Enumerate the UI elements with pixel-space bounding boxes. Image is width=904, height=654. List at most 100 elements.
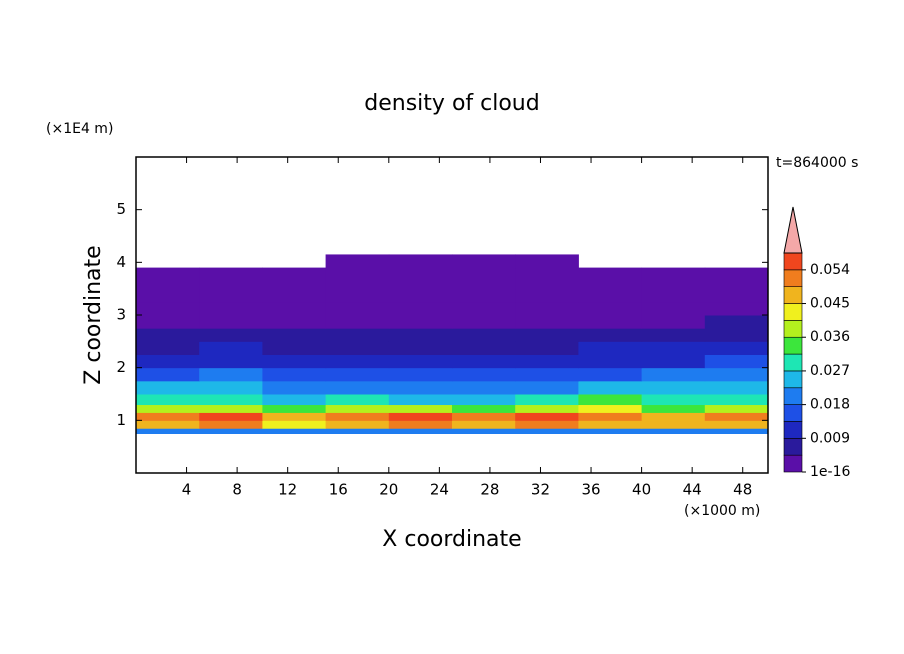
heatmap-cell <box>388 301 453 316</box>
heatmap-cell <box>515 380 579 395</box>
heatmap-cell <box>199 288 263 303</box>
heatmap-cell <box>578 380 643 395</box>
colorbar-band <box>783 353 803 372</box>
heatmap-cell <box>704 275 769 290</box>
heatmap-cell <box>199 367 263 382</box>
heatmap-cell <box>704 341 769 355</box>
heatmap-cell <box>199 394 263 406</box>
heatmap-cell <box>199 315 263 329</box>
colorbar-band <box>783 454 803 473</box>
heatmap-cell <box>578 354 643 369</box>
heatmap-cell <box>704 420 769 429</box>
colorbar-tick-label: 0.027 <box>810 363 850 379</box>
heatmap-cell <box>388 404 453 413</box>
y-axis-label: Z coordinate <box>81 245 106 384</box>
x-tick-label: 44 <box>683 481 702 499</box>
heatmap-cell <box>136 315 200 329</box>
chart-title: density of cloud <box>364 91 539 116</box>
heatmap-cell <box>136 394 200 406</box>
colorbar-band <box>783 269 803 287</box>
heatmap-cell <box>452 275 516 290</box>
y-tick-label: 3 <box>116 306 126 324</box>
heatmap-cell <box>641 275 706 290</box>
heatmap-cell <box>515 267 579 276</box>
heatmap-cell <box>641 367 706 382</box>
heatmap-cell <box>515 254 579 269</box>
heatmap-cell <box>136 267 200 276</box>
heatmap-cell <box>578 412 643 421</box>
heatmap-cell <box>704 428 769 434</box>
heatmap-cell <box>136 275 200 290</box>
heatmap-cell <box>452 420 516 429</box>
heatmap-cell <box>452 412 516 421</box>
x-tick-label: 36 <box>581 481 600 499</box>
heatmap-cell <box>136 328 200 342</box>
heatmap-cell <box>136 428 200 434</box>
heatmap-cell <box>325 315 390 329</box>
heatmap-cell <box>578 288 643 303</box>
heatmap-cell <box>388 328 453 342</box>
colorbar-band <box>783 303 803 321</box>
heatmap-cell <box>515 412 579 421</box>
colorbar-band <box>783 438 803 456</box>
heatmap-cell <box>199 354 263 369</box>
x-tick-label: 24 <box>430 481 449 499</box>
heatmap-cell <box>325 404 390 413</box>
heatmap-cell <box>136 354 200 369</box>
heatmap-cell <box>641 328 706 342</box>
x-axis-label: X coordinate <box>382 527 521 552</box>
heatmap-cell <box>641 267 706 276</box>
heatmap-cell <box>262 428 327 434</box>
heatmap-cell <box>388 412 453 421</box>
heatmap-cell <box>136 341 200 355</box>
y-tick-label: 4 <box>116 253 126 271</box>
colorbar-band <box>783 370 803 389</box>
heatmap-cell <box>515 288 579 303</box>
y-tick-label: 5 <box>116 200 126 218</box>
x-tick-label: 8 <box>232 481 242 499</box>
heatmap-cell <box>578 267 643 276</box>
heatmap-cell <box>136 380 200 395</box>
colorbar-tick-label: 0.036 <box>810 329 850 345</box>
heatmap-cell <box>325 354 390 369</box>
heatmap-cell <box>452 315 516 329</box>
heatmap-cell <box>262 328 327 342</box>
heatmap-cell <box>515 367 579 382</box>
heatmap-cell <box>515 404 579 413</box>
heatmap-cell <box>199 380 263 395</box>
heatmap-cell <box>199 420 263 429</box>
heatmap-cell <box>704 354 769 369</box>
heatmap-cell <box>578 420 643 429</box>
heatmap-cell <box>262 288 327 303</box>
x-tick-label: 4 <box>182 481 192 499</box>
x-tick-label: 48 <box>733 481 752 499</box>
heatmap-cell <box>262 275 327 290</box>
heatmap-cell <box>136 367 200 382</box>
heatmap-cell <box>262 367 327 382</box>
heatmap-cell <box>515 394 579 406</box>
x-tick-label: 16 <box>329 481 348 499</box>
heatmap-cell <box>262 354 327 369</box>
heatmap-cell <box>262 380 327 395</box>
heatmap-cell <box>578 301 643 316</box>
heatmap-cell <box>325 420 390 429</box>
colorbar-tick-label: 0.018 <box>810 397 850 413</box>
x-tick-label: 40 <box>632 481 651 499</box>
heatmap-cell <box>578 367 643 382</box>
heatmap-cell <box>136 404 200 413</box>
heatmap-cell <box>136 301 200 316</box>
heatmap-cell <box>136 412 200 421</box>
heatmap-cell <box>199 301 263 316</box>
x-unit: (×1000 m) <box>684 503 760 519</box>
heatmap-cell <box>578 404 643 413</box>
heatmap-cell <box>578 315 643 329</box>
colorbar-band <box>783 286 803 304</box>
heatmap-cell <box>704 412 769 421</box>
heatmap-cell <box>388 380 453 395</box>
heatmap-cell <box>452 380 516 395</box>
heatmap-cell <box>704 404 769 413</box>
colorbar-band <box>783 336 803 355</box>
heatmap-cell <box>452 394 516 406</box>
heatmap-cell <box>325 412 390 421</box>
colorbar-tick-label: 0.009 <box>810 430 850 446</box>
